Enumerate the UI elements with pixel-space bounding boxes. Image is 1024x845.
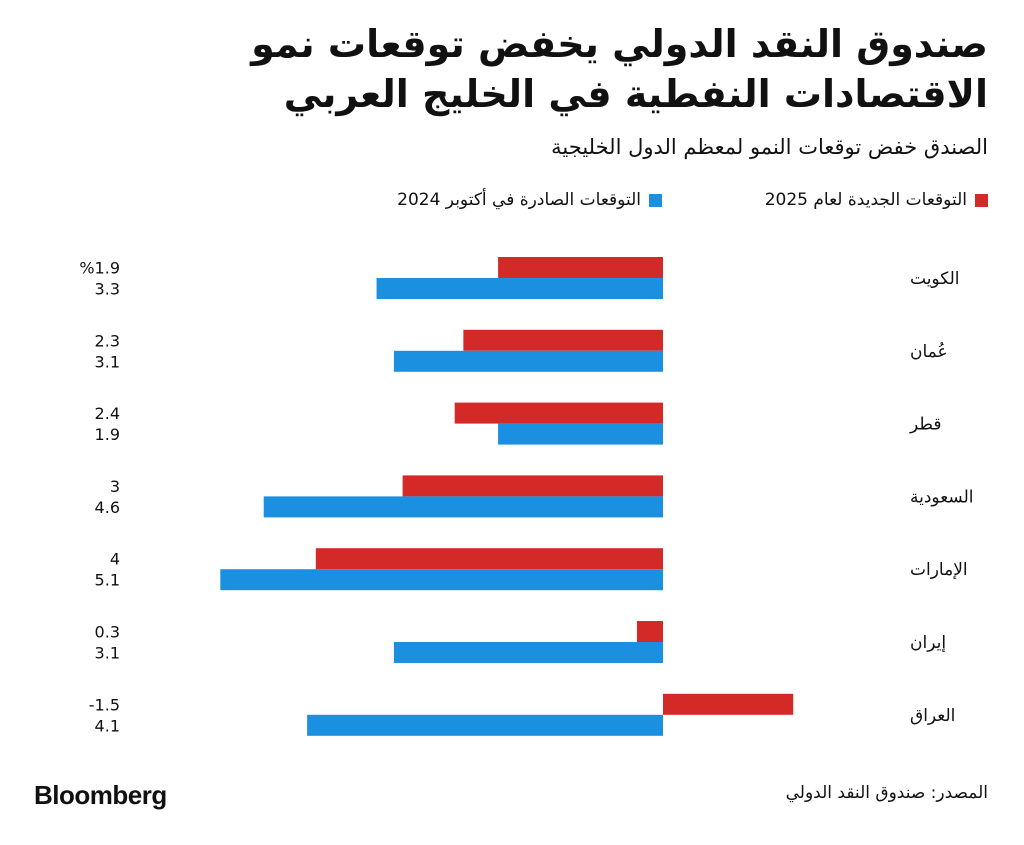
bar-old-1 bbox=[393, 350, 663, 372]
legend-swatch-old bbox=[649, 193, 662, 207]
bar-new-3 bbox=[402, 475, 663, 497]
bar-new-1 bbox=[463, 329, 663, 351]
value-label-old-5: 3.1 bbox=[95, 644, 120, 663]
page-title-line-1: صندوق النقد الدولي يخفض توقعات نمو bbox=[251, 22, 988, 66]
category-label-1: عُمان bbox=[910, 342, 948, 362]
bar-new-2 bbox=[454, 402, 663, 424]
bar-old-6 bbox=[307, 714, 663, 736]
category-label-3: السعودية bbox=[910, 487, 973, 507]
bar-old-3 bbox=[263, 496, 663, 518]
value-label-new-3: 3 bbox=[110, 477, 120, 496]
value-label-new-4: 4 bbox=[110, 550, 120, 569]
bloomberg-logo: Bloomberg bbox=[34, 780, 167, 810]
category-label-2: قطر bbox=[909, 415, 941, 435]
legend-item-new-forecast: التوقعات الجديدة لعام 2025 bbox=[765, 186, 988, 214]
source-note: المصدر: صندوق النقد الدولي bbox=[785, 783, 988, 803]
bar-new-6 bbox=[663, 693, 794, 715]
value-label-new-2: 2.4 bbox=[95, 404, 120, 423]
legend-label-old: التوقعات الصادرة في أكتوبر 2024 bbox=[397, 190, 641, 210]
bar-old-2 bbox=[498, 423, 663, 445]
chart-subtitle: الصندق خفض توقعات النمو لمعظم الدول الخل… bbox=[551, 135, 988, 159]
bar-old-0 bbox=[376, 278, 663, 299]
category-label-6: العراق bbox=[910, 706, 955, 726]
category-label-0: الكويت bbox=[910, 269, 960, 289]
bar-old-5 bbox=[393, 642, 663, 663]
bar-old-4 bbox=[220, 569, 663, 591]
value-label-old-4: 5.1 bbox=[95, 571, 120, 590]
legend-item-old-forecast: التوقعات الصادرة في أكتوبر 2024 bbox=[397, 186, 662, 214]
value-label-new-0: %1.9 bbox=[79, 259, 120, 278]
value-label-old-3: 4.6 bbox=[95, 498, 120, 517]
legend-label-new: التوقعات الجديدة لعام 2025 bbox=[764, 190, 967, 210]
legend-swatch-new bbox=[975, 193, 988, 207]
value-label-old-6: 4.1 bbox=[95, 716, 120, 735]
value-label-new-1: 2.3 bbox=[95, 331, 120, 350]
value-label-new-5: 0.3 bbox=[95, 623, 120, 642]
page-title-line-2: الاقتصادات النفطية في الخليج العربي bbox=[283, 72, 988, 116]
bar-new-5 bbox=[636, 621, 663, 642]
value-label-new-6: -1.5 bbox=[89, 695, 120, 714]
bar-new-0 bbox=[498, 257, 663, 278]
category-label-5: إيران bbox=[910, 633, 946, 653]
category-label-4: الإمارات bbox=[910, 560, 968, 580]
value-label-old-1: 3.1 bbox=[95, 352, 120, 371]
bar-new-4 bbox=[315, 548, 663, 570]
value-label-old-2: 1.9 bbox=[95, 425, 120, 444]
value-label-old-0: 3.3 bbox=[95, 280, 120, 299]
